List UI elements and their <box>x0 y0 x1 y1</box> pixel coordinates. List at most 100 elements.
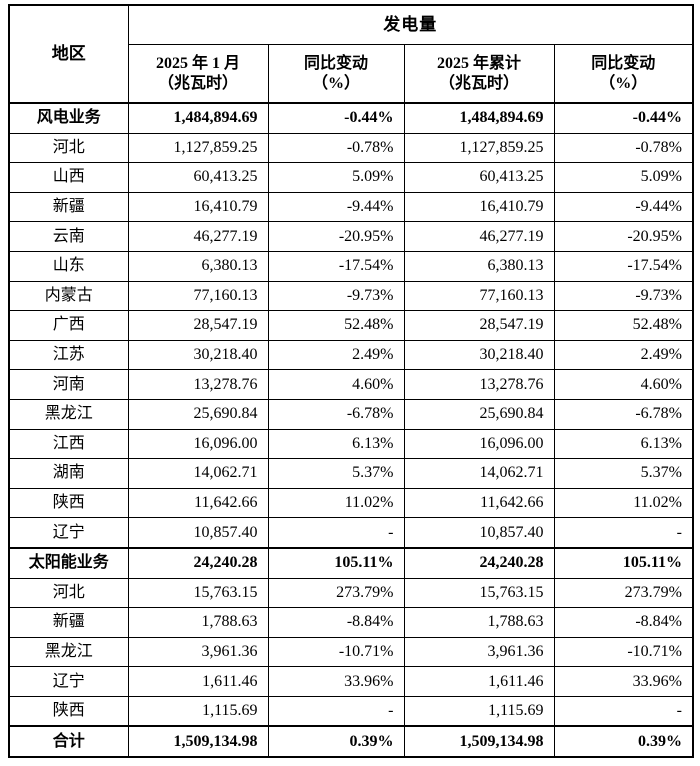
table-row: 新疆 1,788.63 -8.84% 1,788.63 -8.84% <box>8 607 694 638</box>
jan-yoy-cell: 2.49% <box>267 339 405 371</box>
column-header-cumulative-yoy-line1: 同比变动 <box>591 54 656 72</box>
cumulative-value-cell: 13,278.76 <box>403 369 555 400</box>
jan-value-cell: 1,509,134.98 <box>127 725 269 758</box>
cumulative-value-cell: 15,763.15 <box>403 577 555 609</box>
table-body: 风电业务 1,484,894.69 -0.44% 1,484,894.69 -0… <box>8 101 694 758</box>
jan-value-cell: 1,115.69 <box>127 695 269 727</box>
cumulative-value-cell: 77,160.13 <box>403 280 555 312</box>
region-cell: 黑龙江 <box>8 636 129 668</box>
table-row: 黑龙江 25,690.84 -6.78% 25,690.84 -6.78% <box>8 398 694 430</box>
cumulative-value-cell: 1,509,134.98 <box>403 725 555 758</box>
cumulative-yoy-cell: -9.73% <box>553 280 694 312</box>
jan-value-cell: 3,961.36 <box>127 636 269 668</box>
table-row: 新疆 16,410.79 -9.44% 16,410.79 -9.44% <box>8 191 694 223</box>
cumulative-yoy-cell: 6.13% <box>553 428 694 460</box>
table-row: 江西 16,096.00 6.13% 16,096.00 6.13% <box>8 428 694 460</box>
column-header-cumulative-line2: （兆瓦时） <box>438 74 519 92</box>
table-row: 辽宁 1,611.46 33.96% 1,611.46 33.96% <box>8 666 694 697</box>
region-cell: 江西 <box>8 428 129 460</box>
cumulative-yoy-cell: - <box>553 695 694 727</box>
cumulative-value-cell: 14,062.71 <box>403 458 555 489</box>
jan-value-cell: 1,484,894.69 <box>127 101 269 134</box>
cumulative-yoy-cell: 33.96% <box>553 666 694 697</box>
jan-yoy-cell: 52.48% <box>267 310 405 341</box>
jan-yoy-cell: 5.09% <box>267 162 405 193</box>
region-cell: 黑龙江 <box>8 398 129 430</box>
jan-yoy-cell: 4.60% <box>267 369 405 400</box>
cumulative-yoy-cell: 11.02% <box>553 487 694 519</box>
region-cell: 陕西 <box>8 695 129 727</box>
cumulative-yoy-cell: -17.54% <box>553 250 694 282</box>
jan-value-cell: 11,642.66 <box>127 487 269 519</box>
cumulative-yoy-cell: 5.37% <box>553 458 694 489</box>
table-row: 河南 13,278.76 4.60% 13,278.76 4.60% <box>8 369 694 400</box>
region-cell: 河北 <box>8 132 129 164</box>
generation-group-header: 发电量 <box>127 4 694 45</box>
region-cell: 广西 <box>8 310 129 341</box>
jan-value-cell: 77,160.13 <box>127 280 269 312</box>
column-header-jan-yoy-line1: 同比变动 <box>303 54 368 72</box>
region-cell: 合计 <box>8 725 129 758</box>
region-cell: 河北 <box>8 577 129 609</box>
table-row: 山东 6,380.13 -17.54% 6,380.13 -17.54% <box>8 250 694 282</box>
column-header-cumulative-line1: 2025 年累计 <box>436 54 521 72</box>
table-row: 合计 1,509,134.98 0.39% 1,509,134.98 0.39% <box>8 725 694 758</box>
jan-value-cell: 46,277.19 <box>127 221 269 252</box>
table-row: 湖南 14,062.71 5.37% 14,062.71 5.37% <box>8 458 694 489</box>
table-row: 江苏 30,218.40 2.49% 30,218.40 2.49% <box>8 339 694 371</box>
table-row: 河北 15,763.15 273.79% 15,763.15 273.79% <box>8 577 694 609</box>
jan-value-cell: 6,380.13 <box>127 250 269 282</box>
cumulative-value-cell: 11,642.66 <box>403 487 555 519</box>
region-column-header: 地区 <box>8 4 129 104</box>
jan-yoy-cell: 5.37% <box>267 458 405 489</box>
cumulative-yoy-cell: -0.78% <box>553 132 694 164</box>
jan-yoy-cell: 105.11% <box>267 546 405 579</box>
jan-value-cell: 16,410.79 <box>127 191 269 223</box>
cumulative-value-cell: 24,240.28 <box>403 546 555 579</box>
column-header-jan-line1: 2025 年 1 月 <box>155 54 240 72</box>
jan-yoy-cell: - <box>267 517 405 549</box>
cumulative-value-cell: 1,115.69 <box>403 695 555 727</box>
group-header-row: 地区 发电量 <box>8 4 694 104</box>
jan-value-cell: 28,547.19 <box>127 310 269 341</box>
cumulative-yoy-cell: 52.48% <box>553 310 694 341</box>
jan-yoy-cell: -0.44% <box>267 101 405 134</box>
jan-value-cell: 1,127,859.25 <box>127 132 269 164</box>
cumulative-value-cell: 1,484,894.69 <box>403 101 555 134</box>
jan-value-cell: 30,218.40 <box>127 339 269 371</box>
cumulative-yoy-cell: 4.60% <box>553 369 694 400</box>
cumulative-yoy-cell: 105.11% <box>553 546 694 579</box>
cumulative-yoy-cell: 0.39% <box>553 725 694 758</box>
region-cell: 辽宁 <box>8 517 129 549</box>
column-header-jan-yoy: 同比变动 （%） <box>267 44 405 104</box>
column-header-cumulative-yoy-line2: （%） <box>599 74 648 92</box>
region-cell: 风电业务 <box>8 101 129 134</box>
jan-value-cell: 1,788.63 <box>127 607 269 638</box>
jan-yoy-cell: -17.54% <box>267 250 405 282</box>
table-row: 陕西 1,115.69 - 1,115.69 - <box>8 695 694 727</box>
cumulative-value-cell: 60,413.25 <box>403 162 555 193</box>
cumulative-yoy-cell: -10.71% <box>553 636 694 668</box>
column-header-jan-line2: （兆瓦时） <box>157 74 238 92</box>
jan-value-cell: 24,240.28 <box>127 546 269 579</box>
table-row: 风电业务 1,484,894.69 -0.44% 1,484,894.69 -0… <box>8 101 694 134</box>
column-header-cumulative: 2025 年累计 （兆瓦时） <box>403 44 555 104</box>
jan-yoy-cell: 33.96% <box>267 666 405 697</box>
cumulative-yoy-cell: - <box>553 517 694 549</box>
table-row: 广西 28,547.19 52.48% 28,547.19 52.48% <box>8 310 694 341</box>
jan-value-cell: 16,096.00 <box>127 428 269 460</box>
cumulative-yoy-cell: 5.09% <box>553 162 694 193</box>
cumulative-value-cell: 10,857.40 <box>403 517 555 549</box>
jan-yoy-cell: -6.78% <box>267 398 405 430</box>
jan-yoy-cell: -10.71% <box>267 636 405 668</box>
cumulative-value-cell: 46,277.19 <box>403 221 555 252</box>
cumulative-value-cell: 28,547.19 <box>403 310 555 341</box>
cumulative-yoy-cell: -0.44% <box>553 101 694 134</box>
jan-value-cell: 60,413.25 <box>127 162 269 193</box>
table-row: 内蒙古 77,160.13 -9.73% 77,160.13 -9.73% <box>8 280 694 312</box>
table-row: 辽宁 10,857.40 - 10,857.40 - <box>8 517 694 549</box>
region-cell: 内蒙古 <box>8 280 129 312</box>
jan-yoy-cell: 273.79% <box>267 577 405 609</box>
sub-header-row: 2025 年 1 月 （兆瓦时） 同比变动 （%） 2025 年累计 （兆瓦时）… <box>9 44 694 104</box>
